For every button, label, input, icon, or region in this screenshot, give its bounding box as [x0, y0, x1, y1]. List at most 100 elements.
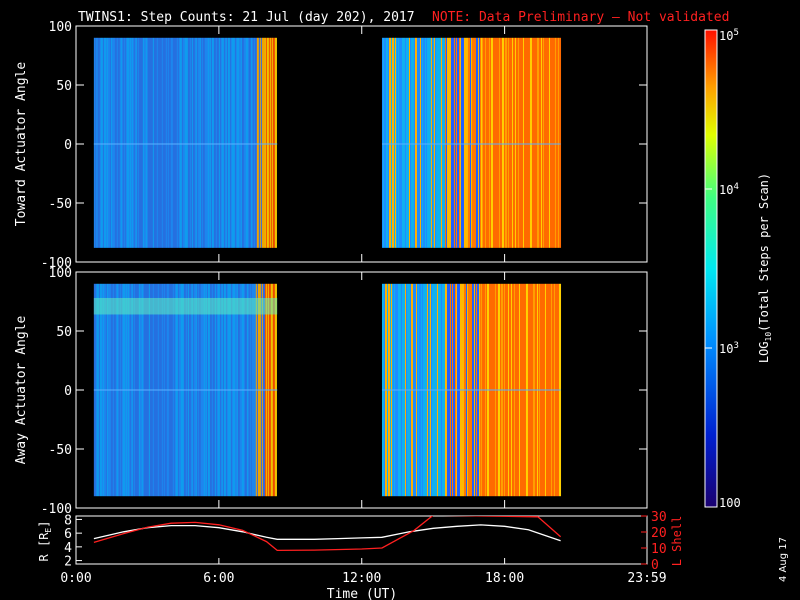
heatmap-column-0-1-55 — [436, 37, 439, 248]
heatmap-column-0-0-90 — [183, 37, 185, 248]
heatmap-column-0-0-101 — [194, 37, 196, 248]
heatmap-column-0-0-41 — [134, 37, 136, 248]
heatmap-column-0-1-120 — [501, 37, 504, 248]
heatmap-column-0-0-83 — [176, 37, 178, 248]
heatmap-column-0-0-23 — [116, 37, 118, 248]
heatmap-column-0-1-16 — [397, 37, 400, 248]
time-tick-label: 6:00 — [203, 571, 234, 586]
heatmap-column-0-1-174 — [555, 37, 558, 248]
r-distance-line — [93, 524, 561, 542]
zero-angle-band — [381, 143, 561, 145]
heatmap-column-0-0-159 — [252, 37, 254, 248]
heatmap-column-0-0-173 — [266, 37, 268, 248]
heatmap-column-0-1-14 — [395, 37, 398, 248]
heatmap-column-0-0-111 — [204, 37, 206, 248]
heatmap-column-0-1-18 — [399, 37, 402, 248]
heatmap-column-0-0-117 — [210, 37, 212, 248]
heatmap-column-0-1-32 — [413, 37, 416, 248]
heatmap-column-0-0-88 — [181, 37, 183, 248]
heatmap-column-0-0-108 — [201, 37, 203, 248]
heatmap-column-0-1-134 — [515, 37, 518, 248]
heatmap-column-0-1-51 — [432, 37, 435, 248]
heatmap-column-0-1-81 — [462, 37, 465, 248]
heatmap-column-0-0-110 — [203, 37, 205, 248]
heatmap-column-0-1-114 — [495, 37, 498, 248]
heatmap-column-0-0-3 — [96, 37, 98, 248]
heatmap-column-0-0-82 — [175, 37, 177, 248]
heatmap-column-0-1-80 — [461, 37, 464, 248]
heatmap-column-0-1-50 — [431, 37, 434, 248]
y-tick-label: 100 — [49, 266, 72, 281]
heatmap-column-0-1-12 — [393, 37, 396, 248]
heatmap-column-0-0-115 — [208, 37, 210, 248]
heatmap-column-0-1-2 — [383, 37, 386, 248]
heatmap-column-0-1-141 — [522, 37, 525, 248]
r-tick-label: 4 — [64, 541, 72, 556]
heatmap-column-0-1-157 — [538, 37, 541, 248]
heatmap-column-0-1-60 — [441, 37, 444, 248]
heatmap-column-0-1-173 — [554, 37, 557, 248]
heatmap-column-0-0-81 — [174, 37, 176, 248]
heatmap-column-0-1-107 — [488, 37, 491, 248]
heatmap-column-0-1-130 — [511, 37, 514, 248]
colorbar-tick-label: 103 — [719, 341, 739, 356]
zero-angle-band — [93, 143, 278, 145]
heatmap-column-0-0-134 — [227, 37, 229, 248]
away-axes: 100 50 0 -50 -100 — [41, 266, 648, 517]
heatmap-column-0-0-7 — [100, 37, 102, 248]
heatmap-column-0-1-15 — [396, 37, 399, 248]
heatmap-column-0-1-88 — [469, 37, 472, 248]
heatmap-column-0-0-136 — [229, 37, 231, 248]
heatmap-column-0-0-94 — [187, 37, 189, 248]
heatmap-column-0-0-69 — [162, 37, 164, 248]
y-tick-label: 50 — [56, 79, 72, 94]
heatmap-column-0-1-168 — [549, 37, 552, 248]
heatmap-column-0-1-136 — [517, 37, 520, 248]
heatmap-column-0-0-97 — [190, 37, 192, 248]
heatmap-column-0-1-144 — [525, 37, 528, 248]
colorbar: 100 103 104 105 LOG10(Total Steps per Scan) — [704, 28, 773, 510]
heatmap-column-0-1-11 — [392, 37, 395, 248]
heatmap-column-0-0-62 — [155, 37, 157, 248]
heatmap-column-0-1-58 — [439, 37, 442, 248]
heatmap-column-0-1-131 — [512, 37, 515, 248]
heatmap-column-0-1-25 — [406, 37, 409, 248]
heatmap-column-0-0-34 — [127, 37, 129, 248]
heatmap-column-0-1-84 — [465, 37, 468, 248]
heatmap-column-0-1-127 — [508, 37, 511, 248]
away-heatmap-panel: 100 50 0 -50 -100 Away Actuator Angle — [14, 266, 648, 517]
colorbar-tick-label: 105 — [719, 28, 739, 43]
heatmap-column-0-0-153 — [246, 37, 248, 248]
heatmap-column-0-0-171 — [264, 37, 266, 248]
heatmap-column-0-1-151 — [532, 37, 535, 248]
heatmap-column-0-0-39 — [132, 37, 134, 248]
heatmap-column-0-0-64 — [157, 37, 159, 248]
time-tick-label: 0:00 — [60, 571, 91, 586]
heatmap-column-0-0-24 — [117, 37, 119, 248]
heatmap-column-0-1-169 — [550, 37, 553, 248]
heatmap-column-0-1-161 — [542, 37, 545, 248]
heatmap-column-0-1-167 — [548, 37, 551, 248]
heatmap-column-0-0-112 — [205, 37, 207, 248]
heatmap-column-0-1-175 — [556, 37, 559, 248]
heatmap-column-0-1-177 — [558, 37, 561, 248]
heatmap-column-0-0-30 — [123, 37, 125, 248]
heatmap-column-0-0-168 — [261, 37, 263, 248]
heatmap-column-0-0-4 — [97, 37, 99, 248]
heatmap-column-0-0-135 — [228, 37, 230, 248]
heatmap-column-0-0-179 — [272, 37, 274, 248]
heatmap-column-0-0-177 — [270, 37, 272, 248]
heatmap-column-0-0-102 — [195, 37, 197, 248]
heatmap-column-0-0-182 — [275, 37, 277, 248]
heatmap-column-0-1-90 — [471, 37, 474, 248]
heatmap-column-0-1-75 — [456, 37, 459, 248]
heatmap-column-0-1-63 — [444, 37, 447, 248]
heatmap-column-0-0-160 — [253, 37, 255, 248]
heatmap-column-0-1-64 — [445, 37, 448, 248]
heatmap-column-0-1-170 — [551, 37, 554, 248]
heatmap-column-0-1-52 — [433, 37, 436, 248]
lshell-tick-label: 10 — [651, 542, 667, 557]
heatmap-column-0-0-32 — [125, 37, 127, 248]
heatmap-column-0-0-61 — [154, 37, 156, 248]
